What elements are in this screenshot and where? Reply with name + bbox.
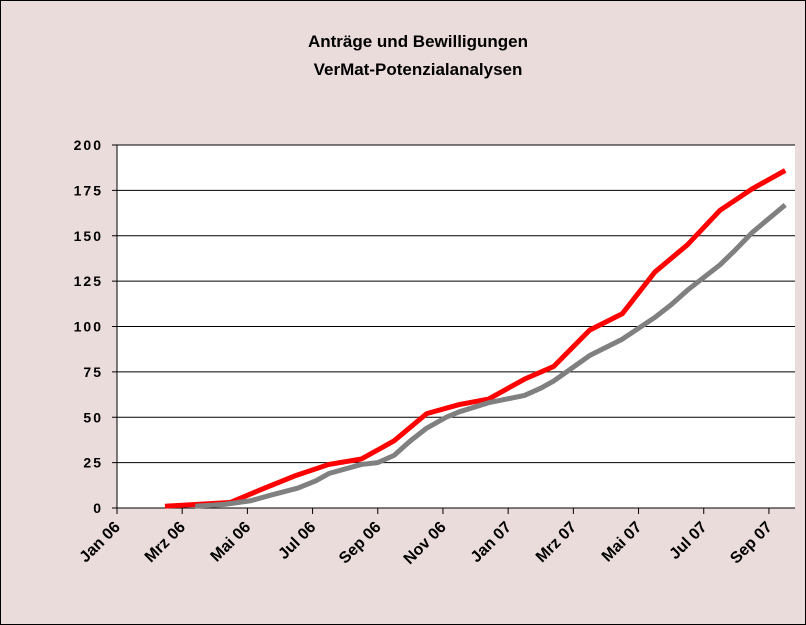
y-tick-label: 150 (74, 228, 103, 244)
y-tick-label: 100 (74, 319, 103, 335)
y-tick-label: 125 (74, 273, 103, 289)
chart-title: Anträge und Bewilligungen (308, 32, 528, 51)
y-tick-label: 200 (74, 137, 103, 153)
series-line (164, 168, 787, 509)
y-tick-label: 0 (93, 500, 103, 516)
chart-subtitle: VerMat-Potenzialanalysen (314, 60, 523, 79)
y-tick-label: 50 (83, 409, 103, 425)
y-tick-label: 175 (74, 182, 103, 198)
y-tick-label: 25 (83, 455, 103, 471)
series-line (195, 202, 787, 509)
y-tick-label: 75 (83, 364, 103, 380)
